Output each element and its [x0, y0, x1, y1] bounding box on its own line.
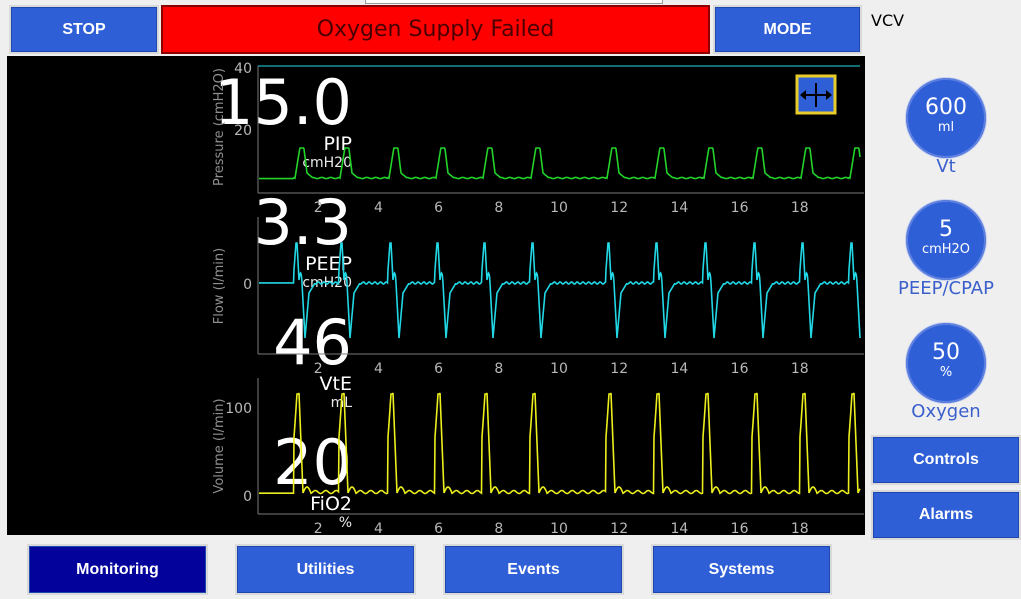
pressure-xtick-10: 10: [550, 200, 568, 216]
flow-xtick-4: 4: [374, 361, 383, 377]
flow-waveform: [259, 242, 861, 339]
alarm-banner: Oxygen Supply Failed: [161, 5, 710, 54]
alarms-button[interactable]: Alarms: [871, 490, 1021, 540]
vt-setting-label: Vt: [936, 156, 956, 177]
volume-xtick-18: 18: [791, 521, 809, 537]
volume-xtick-10: 10: [550, 521, 568, 537]
vte-value: 46: [273, 306, 352, 379]
flow-xtick-12: 12: [610, 361, 628, 377]
tab-systems[interactable]: Systems: [651, 544, 832, 595]
tab-monitoring[interactable]: Monitoring: [27, 544, 208, 595]
volume-xtick-14: 14: [670, 521, 688, 537]
flow-xtick-8: 8: [494, 361, 503, 377]
flow-xtick-14: 14: [670, 361, 688, 377]
controls-button[interactable]: Controls: [871, 435, 1021, 485]
oxygen-setting-unit: %: [939, 365, 953, 380]
pressure-xtick-18: 18: [791, 200, 809, 216]
volume-xtick-4: 4: [374, 521, 383, 537]
mode-button[interactable]: MODE: [713, 5, 862, 54]
pressure-graph: 40 20 Pressure (cmH2O) 2 4 6 8 10 12 14 16 18: [212, 61, 864, 216]
volume-xtick-8: 8: [494, 521, 503, 537]
oxygen-setting-label: Oxygen: [911, 401, 981, 422]
pressure-waveform: [259, 147, 861, 180]
oxygen-setting-dial[interactable]: 50 %: [906, 323, 986, 403]
pip-unit: cmH20: [302, 155, 352, 171]
pressure-xtick-12: 12: [610, 200, 628, 216]
vt-setting-dial[interactable]: 600 ml: [906, 78, 986, 158]
peep-value: 3.3: [253, 186, 352, 259]
peep-setting-value: 5: [939, 217, 953, 242]
flow-xtick-2: 2: [314, 361, 323, 377]
peep-unit: cmH20: [302, 275, 352, 291]
tab-events[interactable]: Events: [443, 544, 624, 595]
flow-graph: 0 Flow (l/min) 2 4 6 8 10 12 14 16 18: [212, 217, 864, 377]
flow-xtick-10: 10: [550, 361, 568, 377]
pip-readout: 15.0 PIP cmH20: [214, 72, 352, 172]
volume-xtick-6: 6: [434, 521, 443, 537]
current-mode-label: VCV: [871, 11, 905, 30]
flow-axis-label: Flow (l/min): [212, 248, 227, 324]
pressure-axis-label: Pressure (cmH2O): [212, 68, 227, 186]
freeze-cursor-icon[interactable]: [795, 74, 837, 115]
top-strip: [365, 0, 663, 4]
flow-xtick-16: 16: [731, 361, 749, 377]
monitor-panel: [7, 56, 865, 535]
fio2-unit: %: [338, 515, 352, 531]
volume-xtick-16: 16: [731, 521, 749, 537]
peep-readout: 3.3 PEEP cmH20: [253, 192, 352, 292]
oxygen-setting-value: 50: [932, 340, 960, 365]
pressure-xtick-4: 4: [374, 200, 383, 216]
pressure-xtick-2: 2: [314, 200, 323, 216]
pressure-xticks: 2 4 6 8 10 12 14 16 18: [314, 200, 809, 216]
pressure-ytick-40: 40: [234, 61, 252, 77]
volume-xtick-12: 12: [610, 521, 628, 537]
volume-axis-label: Volume (l/min): [212, 398, 227, 493]
pip-value: 15.0: [213, 66, 352, 139]
flow-xtick-6: 6: [434, 361, 443, 377]
peep-setting-unit: cmH2O: [921, 242, 971, 257]
vte-label: VtE: [319, 373, 352, 395]
vte-readout: 46 VtE mL: [273, 312, 352, 412]
stop-button[interactable]: STOP: [9, 5, 159, 54]
volume-graph: 100 0 Volume (l/min) 2 4 6 8 10 12 14 16 18: [212, 378, 864, 537]
tab-utilities[interactable]: Utilities: [235, 544, 416, 595]
pressure-xtick-14: 14: [670, 200, 688, 216]
vt-setting-value: 600: [925, 95, 967, 120]
volume-xticks: 2 4 6 8 10 12 14 16 18: [314, 521, 809, 537]
pressure-ytick-20: 20: [234, 123, 252, 139]
pressure-xtick-16: 16: [731, 200, 749, 216]
flow-xtick-18: 18: [791, 361, 809, 377]
vt-setting-unit: ml: [937, 120, 955, 135]
pressure-xtick-8: 8: [494, 200, 503, 216]
peep-setting-dial[interactable]: 5 cmH2O: [906, 200, 986, 280]
volume-ytick-100: 100: [225, 401, 252, 417]
pressure-xtick-6: 6: [434, 200, 443, 216]
flow-xticks: 2 4 6 8 10 12 14 16 18: [314, 361, 809, 377]
peep-setting-label: PEEP/CPAP: [898, 278, 994, 299]
volume-waveform: [259, 392, 861, 495]
flow-ytick-0: 0: [243, 277, 252, 293]
volume-ytick-0: 0: [243, 489, 252, 505]
fio2-label: FiO2: [310, 493, 352, 515]
volume-xtick-2: 2: [314, 521, 323, 537]
